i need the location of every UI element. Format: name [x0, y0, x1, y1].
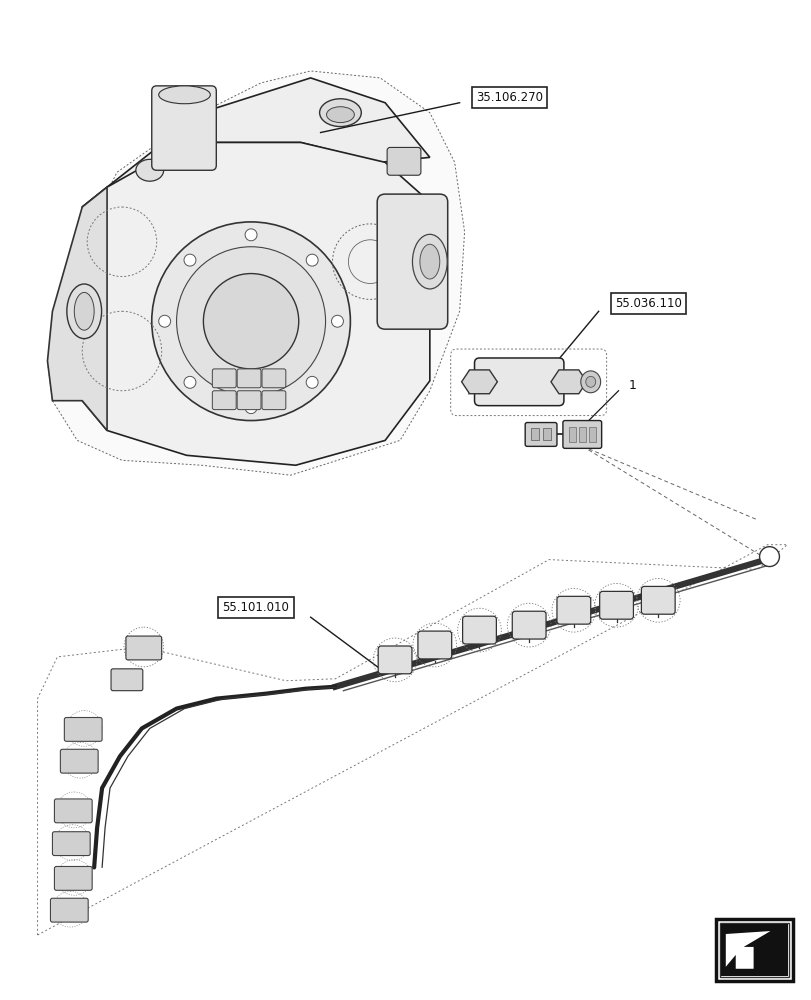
Ellipse shape — [580, 371, 600, 393]
FancyBboxPatch shape — [262, 391, 285, 410]
Text: 55.101.010: 55.101.010 — [222, 601, 289, 614]
Text: 55.036.110: 55.036.110 — [614, 297, 681, 310]
Circle shape — [176, 247, 325, 396]
FancyBboxPatch shape — [111, 669, 143, 691]
FancyBboxPatch shape — [54, 799, 92, 823]
Ellipse shape — [326, 107, 354, 123]
Ellipse shape — [320, 99, 361, 127]
FancyBboxPatch shape — [262, 369, 285, 388]
Bar — [719, 923, 788, 977]
Ellipse shape — [74, 292, 94, 330]
FancyBboxPatch shape — [60, 749, 98, 773]
FancyBboxPatch shape — [556, 596, 590, 624]
Polygon shape — [461, 370, 497, 394]
FancyBboxPatch shape — [418, 631, 451, 659]
Bar — [543, 428, 551, 440]
Circle shape — [184, 254, 195, 266]
FancyBboxPatch shape — [641, 586, 674, 614]
Circle shape — [152, 222, 350, 421]
Bar — [720, 924, 787, 976]
Bar — [588, 427, 595, 442]
Ellipse shape — [419, 244, 440, 279]
FancyBboxPatch shape — [512, 611, 545, 639]
Circle shape — [203, 274, 298, 369]
Text: 35.106.270: 35.106.270 — [475, 91, 542, 104]
FancyBboxPatch shape — [53, 832, 90, 856]
FancyBboxPatch shape — [50, 898, 88, 922]
FancyBboxPatch shape — [212, 369, 236, 388]
Circle shape — [306, 376, 318, 388]
FancyBboxPatch shape — [212, 391, 236, 410]
FancyBboxPatch shape — [54, 866, 92, 890]
Ellipse shape — [67, 284, 101, 339]
Circle shape — [245, 229, 257, 241]
FancyBboxPatch shape — [525, 423, 556, 446]
FancyBboxPatch shape — [599, 591, 633, 619]
Ellipse shape — [158, 86, 210, 104]
FancyBboxPatch shape — [474, 358, 563, 406]
Ellipse shape — [412, 234, 447, 289]
Circle shape — [331, 315, 343, 327]
Circle shape — [306, 254, 318, 266]
FancyBboxPatch shape — [462, 616, 496, 644]
Bar — [569, 427, 575, 442]
Polygon shape — [82, 142, 429, 465]
FancyBboxPatch shape — [387, 147, 420, 175]
Circle shape — [245, 402, 257, 414]
Polygon shape — [551, 370, 586, 394]
Polygon shape — [82, 78, 429, 207]
Bar — [530, 428, 539, 440]
FancyBboxPatch shape — [237, 369, 260, 388]
FancyBboxPatch shape — [378, 646, 411, 674]
Circle shape — [758, 547, 779, 567]
FancyBboxPatch shape — [152, 86, 216, 170]
Polygon shape — [47, 71, 464, 475]
FancyBboxPatch shape — [562, 421, 601, 448]
Circle shape — [184, 376, 195, 388]
Ellipse shape — [585, 376, 595, 387]
Polygon shape — [725, 931, 770, 969]
Ellipse shape — [135, 159, 164, 181]
Polygon shape — [47, 187, 107, 430]
FancyBboxPatch shape — [126, 636, 161, 660]
FancyBboxPatch shape — [377, 194, 447, 329]
Circle shape — [158, 315, 170, 327]
FancyBboxPatch shape — [64, 718, 102, 741]
FancyBboxPatch shape — [237, 391, 260, 410]
Bar — [578, 427, 585, 442]
Text: 1: 1 — [628, 379, 636, 392]
Bar — [715, 919, 792, 981]
